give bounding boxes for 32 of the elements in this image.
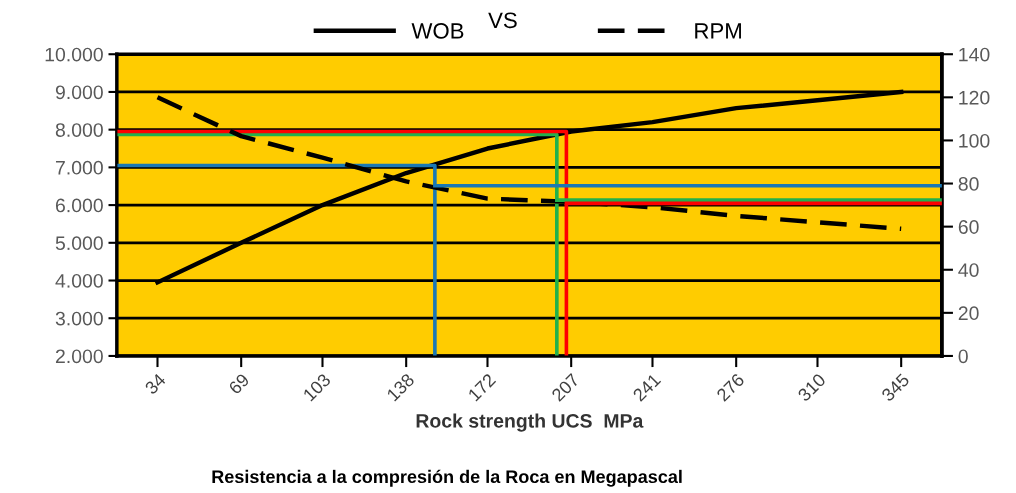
x-tick-label: 138: [386, 372, 416, 402]
y-tick-label: 7.000: [55, 160, 103, 175]
y-tick-label: 5.000: [55, 236, 103, 251]
y-tick-label: 4.000: [55, 273, 103, 288]
x-tick-label: 241: [632, 372, 662, 402]
legend-label: RPM: [695, 23, 741, 39]
x-tick-label: 207: [550, 372, 580, 402]
y-tick-label: 2.000: [55, 349, 103, 364]
y-tick-label: 10.000: [45, 47, 103, 62]
legend-label: WOB: [411, 22, 464, 39]
x-tick-label: 310: [797, 372, 827, 403]
x-tick-label: 103: [302, 372, 332, 402]
y2-tick-label: 20: [958, 306, 979, 321]
x-tick-label: 345: [880, 372, 911, 403]
y-tick-label: 6.000: [55, 198, 103, 213]
x-tick-label: 172: [467, 372, 497, 402]
x-tick-label: 34: [144, 372, 167, 396]
y2-tick-label: 120: [959, 90, 990, 105]
text: Resistencia a la compresión de la Roca en Megapascal: [212, 469, 682, 487]
y2-tick-label: 100: [959, 133, 990, 148]
y-tick-label: 8.000: [55, 123, 103, 137]
y-tick-label: 9.000: [55, 85, 103, 100]
text: VS: [488, 12, 517, 29]
y2-tick-label: 80: [958, 177, 979, 191]
y2-tick-label: 0: [958, 349, 968, 364]
y-tick-label: 3.000: [55, 311, 103, 326]
y2-tick-label: 140: [959, 47, 990, 62]
x-axis-title: Rock strength UCS MPa: [416, 413, 644, 432]
y2-tick-label: 40: [958, 263, 979, 277]
y2-tick-label: 60: [958, 220, 979, 234]
x-tick-label: 276: [715, 372, 745, 402]
x-tick-label: 69: [227, 372, 250, 395]
